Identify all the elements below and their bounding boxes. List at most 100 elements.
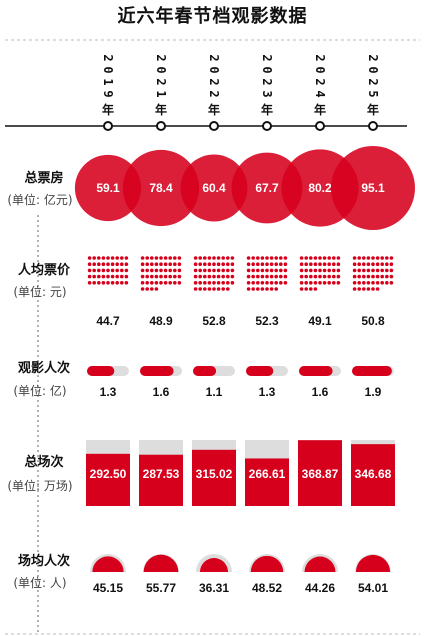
price-dot bbox=[110, 281, 115, 285]
price-dot bbox=[260, 256, 265, 260]
year-label-char: 年 bbox=[367, 102, 379, 117]
price-dot bbox=[322, 281, 327, 285]
year-marker bbox=[315, 121, 325, 131]
price-dot bbox=[163, 274, 168, 279]
price-dot bbox=[140, 262, 145, 267]
price-dot bbox=[357, 268, 362, 273]
year-label-char: 1 bbox=[154, 90, 168, 97]
price-dot bbox=[221, 287, 225, 291]
price-dot bbox=[265, 268, 269, 273]
price-dot bbox=[226, 274, 230, 279]
price-dot bbox=[154, 256, 159, 260]
year-label-char: 0 bbox=[101, 66, 115, 73]
row-unit-3: (单位: 万场) bbox=[7, 478, 72, 493]
price-dot bbox=[362, 268, 366, 273]
price-dot bbox=[110, 262, 115, 267]
screenings-bar bbox=[192, 449, 236, 506]
price-dot bbox=[380, 268, 385, 273]
price-dot bbox=[357, 281, 362, 285]
price-dot bbox=[154, 268, 159, 273]
audience-value: 1.9 bbox=[365, 385, 382, 399]
price-dot bbox=[389, 281, 394, 285]
price-dot bbox=[221, 268, 225, 273]
price-dot bbox=[362, 287, 366, 291]
price-dot bbox=[92, 256, 96, 260]
price-dot bbox=[322, 268, 327, 273]
price-dot bbox=[332, 274, 336, 279]
year-label-char: 2 bbox=[154, 78, 168, 85]
price-dot bbox=[389, 262, 394, 267]
screenings-bar bbox=[245, 458, 289, 506]
price-dot bbox=[371, 262, 375, 267]
price-dot bbox=[159, 268, 163, 273]
price-dot bbox=[198, 262, 202, 267]
price-dot bbox=[283, 274, 288, 279]
price-dot bbox=[140, 268, 145, 273]
box-office-bubble bbox=[122, 149, 200, 227]
per-screening-value: 44.26 bbox=[305, 581, 335, 595]
price-dot bbox=[269, 268, 274, 273]
price-dot bbox=[92, 262, 96, 267]
price-dot bbox=[313, 262, 318, 267]
price-dot bbox=[207, 256, 212, 260]
price-dot bbox=[265, 281, 269, 285]
price-dot bbox=[124, 256, 129, 260]
price-dot bbox=[366, 268, 371, 273]
price-dot bbox=[336, 274, 341, 279]
price-dot bbox=[313, 268, 318, 273]
price-dot bbox=[269, 262, 274, 267]
price-dot bbox=[362, 274, 366, 279]
price-dot bbox=[332, 262, 336, 267]
price-dot bbox=[207, 274, 212, 279]
price-dot bbox=[193, 256, 198, 260]
price-dot bbox=[106, 262, 110, 267]
price-dot bbox=[207, 268, 212, 273]
price-dot bbox=[177, 262, 182, 267]
price-dot bbox=[274, 281, 279, 285]
price-dot bbox=[110, 274, 115, 279]
price-dot bbox=[230, 256, 235, 260]
price-dot bbox=[352, 274, 357, 279]
price-dot bbox=[203, 256, 207, 260]
price-dot bbox=[313, 287, 318, 291]
year-marker bbox=[103, 121, 113, 131]
price-dot bbox=[159, 256, 163, 260]
year-label-char: 2 bbox=[260, 78, 274, 85]
price-dot bbox=[221, 274, 225, 279]
box-office-value: 95.1 bbox=[361, 181, 385, 195]
screenings-value: 292.50 bbox=[90, 467, 127, 481]
price-dot bbox=[97, 268, 101, 273]
price-dot bbox=[216, 262, 221, 267]
year-marker bbox=[156, 121, 166, 131]
price-dot bbox=[366, 262, 371, 267]
box-office-value: 67.7 bbox=[255, 181, 279, 195]
price-dot bbox=[124, 262, 129, 267]
price-dot bbox=[299, 262, 304, 267]
price-dot bbox=[177, 256, 182, 260]
year-label-char: 年 bbox=[102, 102, 114, 117]
price-dot bbox=[255, 256, 260, 260]
year-axis: 2 0 1 9 年 2 0 2 1 年 2 0 2 2 年 2 0 2 3 年 2 0 2 4 年 2 0 2 5 年 bbox=[101, 54, 380, 131]
price-dot bbox=[92, 281, 96, 285]
price-dot bbox=[154, 287, 159, 291]
price-dot bbox=[154, 274, 159, 279]
price-dot bbox=[352, 256, 357, 260]
price-dot bbox=[332, 256, 336, 260]
box-office-bubble bbox=[180, 154, 248, 222]
per-screening-value: 48.52 bbox=[252, 581, 282, 595]
per-screening-half-circle bbox=[304, 556, 336, 572]
price-dot bbox=[309, 281, 313, 285]
page-title: 近六年春节档观影数据 bbox=[117, 6, 308, 27]
price-dot bbox=[87, 256, 92, 260]
price-dot bbox=[145, 262, 149, 267]
year-label-char: 2 bbox=[207, 90, 221, 97]
price-dot bbox=[322, 274, 327, 279]
per-screening-value: 45.15 bbox=[93, 581, 123, 595]
price-dot bbox=[279, 281, 283, 285]
price-dot bbox=[279, 274, 283, 279]
row-title-2: 观影人次 bbox=[18, 360, 70, 376]
price-dot bbox=[265, 274, 269, 279]
per-screening-half-circle bbox=[355, 554, 391, 572]
audience-fill bbox=[193, 366, 217, 376]
price-dot bbox=[357, 287, 362, 291]
